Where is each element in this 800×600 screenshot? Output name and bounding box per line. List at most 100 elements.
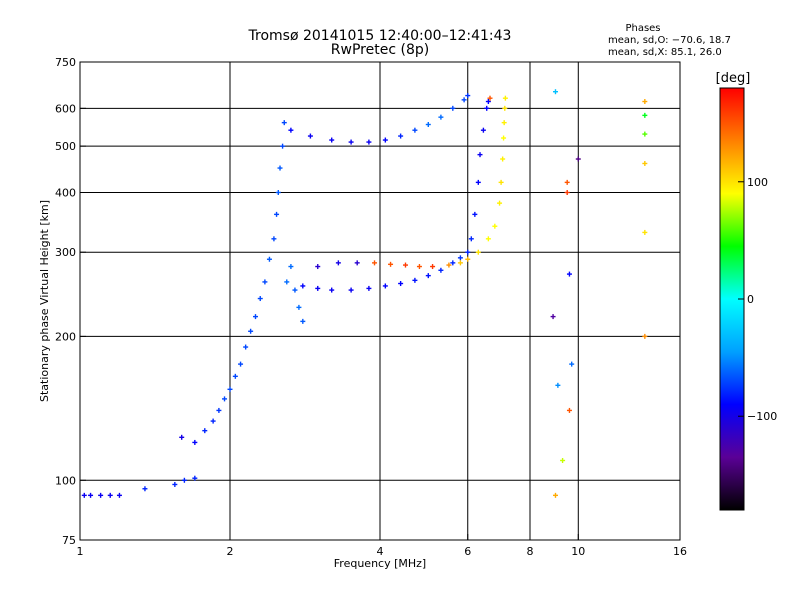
data-point [277, 165, 283, 171]
data-point [288, 264, 294, 270]
y-tick-label: 500 [55, 140, 76, 153]
colorbar: [deg] 100 0 −100 [716, 71, 777, 511]
x-tick-label: 16 [673, 545, 687, 558]
data-point [388, 261, 394, 267]
data-point [227, 386, 233, 392]
data-point [280, 143, 286, 149]
data-point [642, 99, 648, 105]
x-tick-label: 4 [377, 545, 384, 558]
plot-grid [80, 62, 680, 540]
data-point [335, 260, 341, 266]
x-tick-label: 10 [571, 545, 585, 558]
data-point [281, 120, 287, 126]
data-point [315, 264, 321, 270]
data-point [550, 314, 556, 320]
y-tick-label: 400 [55, 186, 76, 199]
data-point [284, 279, 290, 285]
data-point [498, 179, 504, 185]
data-point [642, 112, 648, 118]
data-point [202, 428, 208, 434]
data-point [172, 481, 178, 487]
data-point [465, 256, 471, 262]
x-tick-label: 1 [77, 545, 84, 558]
y-tick-label: 300 [55, 246, 76, 259]
legend-line-o: mean, sd,O: −70.6, 18.7 [608, 35, 731, 46]
colorbar-tick-label: −100 [747, 410, 777, 423]
data-point [438, 114, 444, 120]
data-point [329, 137, 335, 143]
data-point [475, 179, 481, 185]
data-point [642, 131, 648, 137]
data-point [116, 492, 122, 498]
data-point [81, 492, 87, 498]
data-point [366, 139, 372, 145]
data-point [300, 318, 306, 324]
data-point [492, 223, 498, 229]
data-point [292, 287, 298, 293]
data-point [446, 262, 452, 268]
data-point [216, 407, 222, 413]
y-tick-label: 200 [55, 330, 76, 343]
data-point [271, 236, 277, 242]
data-point [552, 89, 558, 95]
data-point [315, 285, 321, 291]
data-point [485, 236, 491, 242]
data-point [329, 287, 335, 293]
data-point [497, 200, 503, 206]
data-point [142, 486, 148, 492]
data-point [500, 156, 506, 162]
data-point [348, 287, 354, 293]
data-point [501, 120, 507, 126]
data-point [192, 475, 198, 481]
y-axis-label: Stationary phase Virtual Height [km] [38, 200, 51, 402]
x-axis-label: Frequency [MHz] [334, 557, 426, 570]
x-tick-label: 8 [527, 545, 534, 558]
data-point [425, 122, 431, 128]
data-point [457, 255, 463, 261]
data-point [642, 333, 648, 339]
colorbar-tick-label: 0 [747, 293, 754, 306]
data-point [248, 328, 254, 334]
data-point [98, 492, 104, 498]
data-point [555, 382, 561, 388]
data-point [181, 477, 187, 483]
data-point [480, 127, 486, 133]
data-point [465, 93, 471, 99]
data-point [252, 314, 258, 320]
x-tick-label: 2 [227, 545, 234, 558]
data-point [642, 160, 648, 166]
data-point [179, 434, 185, 440]
data-point [382, 137, 388, 143]
data-point [450, 260, 456, 266]
data-point [296, 304, 302, 310]
data-point [501, 135, 507, 141]
data-point [412, 127, 418, 133]
data-point [502, 105, 508, 111]
colorbar-label: [deg] [716, 71, 751, 86]
chart-title: Tromsø 20141015 12:40:00–12:41:43 [248, 28, 512, 44]
data-point [372, 260, 378, 266]
data-point [566, 271, 572, 277]
data-point [238, 361, 244, 367]
data-point [275, 189, 281, 195]
data-point [398, 281, 404, 287]
data-point [412, 277, 418, 283]
data-point [475, 249, 481, 255]
colorbar-tick-label: 100 [747, 176, 768, 189]
data-point [307, 133, 313, 139]
data-point [484, 105, 490, 111]
data-point [477, 152, 483, 158]
y-tick-label: 100 [55, 474, 76, 487]
data-point [107, 492, 113, 498]
y-tick-label: 75 [62, 534, 76, 547]
data-point [243, 344, 249, 350]
data-point [552, 492, 558, 498]
data-point [274, 211, 280, 217]
y-tick-label: 750 [55, 56, 76, 69]
chart-subtitle: RwPretec (8p) [331, 42, 429, 58]
x-tick-label: 6 [464, 545, 471, 558]
data-point [472, 211, 478, 217]
data-point [88, 492, 94, 498]
data-point [438, 267, 444, 273]
